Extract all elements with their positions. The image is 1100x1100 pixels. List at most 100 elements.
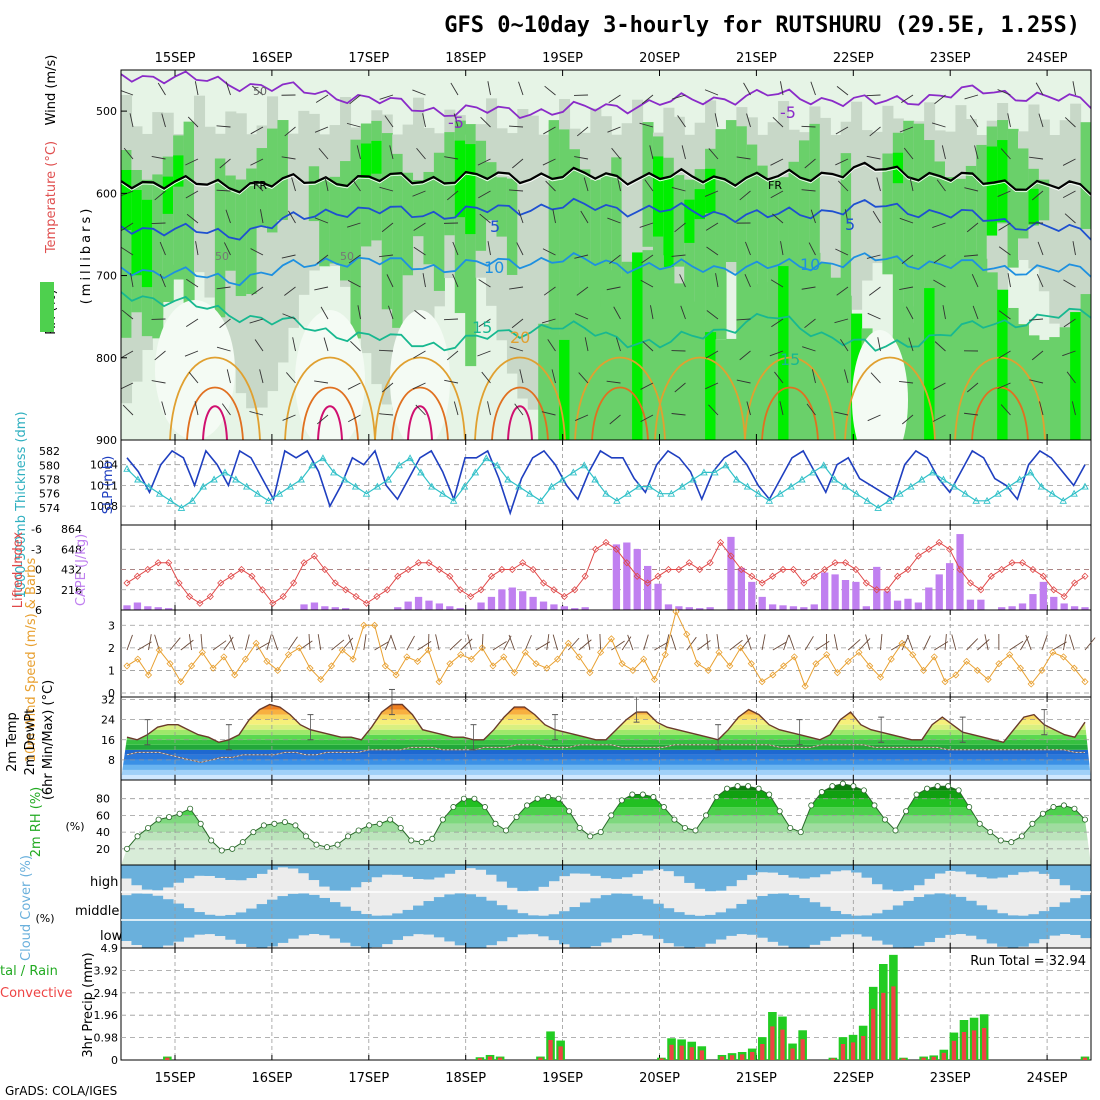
thickness-point [1059,496,1067,504]
wind-barb [836,85,849,96]
date-label-top: 24SEP [1027,51,1068,66]
li-point [644,579,652,587]
rh-green-band [892,132,904,417]
rh-green-band [684,179,696,388]
wind-barb [641,94,654,105]
wind-barb [487,401,491,416]
minmax-axis-label: (6hr Min/Max) (°C) [41,680,56,800]
wind10m-point [984,675,992,684]
wind-barb [452,241,459,256]
wind-barb [966,222,979,233]
rh-mid-band [1059,120,1071,359]
wind-barb [706,310,719,320]
wind-barb [736,156,751,160]
rh-lower-band [913,306,925,440]
temp-band [121,704,1091,705]
cloud-high-bar [715,865,727,891]
rh-green-band [381,133,393,310]
wind-barb [1037,241,1044,256]
wind-barb [477,350,491,357]
cape-bar [685,607,693,610]
cloud-middle-bar [413,905,424,920]
wind-barb [606,380,621,384]
iso-label-20: 20 [510,328,530,347]
cape-bar [456,608,464,610]
li-point [342,586,350,594]
wind-barb [804,158,816,169]
cape-bar [612,544,621,610]
thickness-point [417,468,425,476]
wind-barb [580,210,589,224]
wind-barb [932,222,946,228]
wind-barb [184,350,199,357]
temp-band [121,729,1091,735]
rh-point [976,820,983,827]
rh-mid-band [538,134,550,405]
wind10m-point [780,662,788,670]
wind10m-barb [223,636,234,651]
li-tick-label: 6 [35,604,42,617]
rh-point [1060,802,1067,809]
wind10m-point [532,660,540,668]
cloud-high-bar [798,865,810,879]
cloud-low-bar [632,920,643,935]
wind10m-barb [406,635,415,651]
wind-barb [1038,113,1044,128]
date-label-bottom: 24SEP [1027,1071,1068,1086]
li-point [154,559,162,567]
wind-tick-label: 1 [108,664,115,677]
cloud-low-bar [496,920,508,942]
wind-barb [348,254,361,264]
wind-barb [316,414,329,425]
wind10m-barb [716,634,720,651]
date-label-bottom: 20SEP [639,1071,680,1086]
wind-barb [314,380,329,384]
rh-green-band [350,139,362,339]
wind-barb [324,177,329,192]
wind10m-barb [740,637,751,651]
run-total-label: Run Total = 32.94 [970,954,1086,969]
temp-band [121,709,1091,715]
wind-barb [966,382,979,393]
cape-bar [675,606,683,610]
rh-legend-swatch [40,282,54,332]
wind-barb [810,81,816,96]
li-tick-label: 0 [35,564,42,577]
li-point [279,592,287,601]
wind10m-point [812,660,820,668]
cloud-high-bar [475,865,487,870]
cloud-high-bar [381,865,393,875]
thickness-point [253,489,262,497]
thickness-point [221,468,229,476]
wind-barb [640,382,654,390]
wind-barb [481,371,491,384]
slp-axis-label: SLP (mb) [101,456,116,515]
li-point [654,572,662,580]
li-point [696,565,704,574]
cloud-middle-bar [287,893,299,920]
cloud-low-bar [725,920,737,936]
isotherm-20-loop [374,356,466,440]
cloud-low-bar [600,920,612,943]
li-point [789,565,798,574]
wind10m-barb [578,639,592,651]
cloud-low-bar [997,920,1008,947]
cloud-high-bar [371,865,383,878]
wind10m-point [446,660,454,668]
thickness-point [460,482,469,490]
cloud-low-bar [214,920,226,937]
wind-barb [413,246,426,256]
precip-convective-bar [830,1058,836,1060]
cape-bar [966,599,975,610]
wind-barb [671,187,686,192]
rh-point [281,819,288,826]
wind-barb [478,318,491,328]
slp-line [126,449,1086,516]
wind10m-barb [255,641,271,651]
wind10m-barb [317,634,322,651]
wind10m-barb [1052,641,1067,651]
thickness-point [210,475,218,483]
wind-barb [609,414,621,425]
rh-label-50-c: 50 [340,250,354,263]
rh-point [250,829,257,836]
